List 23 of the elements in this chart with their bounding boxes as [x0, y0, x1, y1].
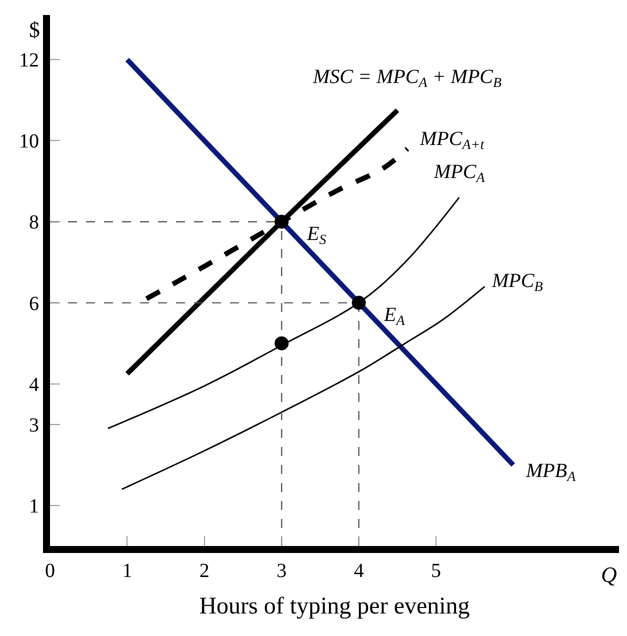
x-tick-label: 0	[45, 560, 55, 582]
text: Q	[601, 562, 617, 587]
y-tick-label: 12	[19, 50, 39, 72]
y-axis-title: $	[29, 17, 40, 42]
x-axis-title: Hours of typing per evening	[199, 593, 470, 620]
x-tick-label: 5	[431, 560, 442, 582]
x-tick-label: 2	[199, 560, 210, 582]
series-label: MPC$_{B}$	[491, 270, 544, 296]
x-tick-label: 4	[354, 560, 364, 582]
y-tick-label: 1	[29, 495, 39, 518]
y-tick-label: 6	[29, 292, 39, 315]
annotation: E$_{A}$	[383, 304, 406, 330]
y-tick-label: 3	[29, 414, 39, 436]
annotation: E$_{S}$	[306, 223, 326, 248]
y-tick-label: 10	[19, 130, 39, 153]
series-label: MPC$_{A+t}$	[419, 128, 486, 154]
x-tick-label: 3	[276, 560, 287, 582]
y-tick-label: 8	[29, 212, 39, 234]
y-tick-label: 4	[29, 374, 39, 396]
series-label: MPC$_{A}$	[433, 161, 486, 186]
series-label: MSC = MPC$_{A}$ + MPC$_{B}$	[312, 66, 502, 92]
x-tick-label: 1	[122, 560, 132, 582]
series-label: MPB$_{A}$	[525, 460, 576, 486]
